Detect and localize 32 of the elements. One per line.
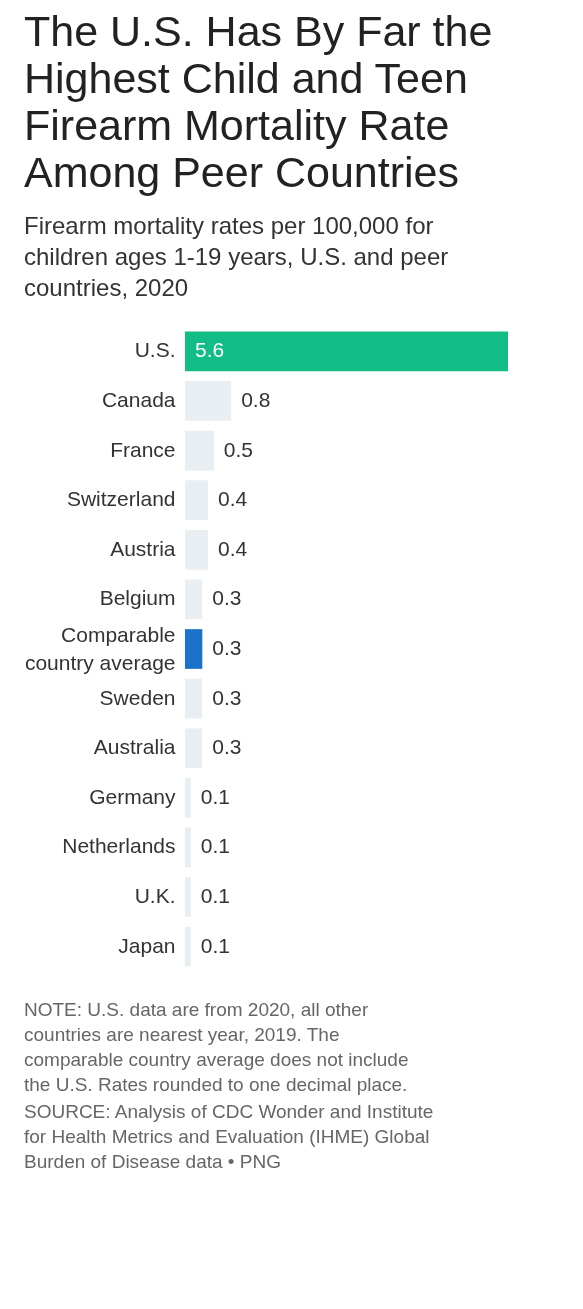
data-label: 0.5 [223, 437, 254, 461]
data-label: 0.4 [218, 536, 248, 560]
y-tick-label: France [110, 437, 176, 461]
source-note: SOURCE: Analysis of CDC Wonder and Institute for Health Metrics and Evaluation (IHME) Global Burden of Disease data • PNG [24, 1100, 434, 1174]
data-label: 0.1 [200, 784, 230, 808]
data-label: 0.3 [212, 685, 242, 709]
text: NOTE: U.S. data are from 2020, all other countries are nearest year, 2019. The comparable country average does not include the U.S. Rates rounded to one decimal place. [24, 998, 410, 1097]
bar [185, 629, 203, 669]
data-label: 0.4 [218, 487, 248, 511]
y-tick-label: Belgium [99, 586, 176, 610]
chart-subtitle: Firearm mortality rates per 100,000 for children ages 1-19 years, U.S. and peer countries, 2020 [24, 211, 450, 303]
y-tick-label: Canada [101, 387, 176, 411]
data-label: 0.1 [200, 933, 230, 957]
y-tick-label: Japan [118, 933, 176, 957]
y-tick-label: Sweden [99, 685, 176, 709]
data-label: 0.3 [212, 735, 242, 759]
y-tick-label: Switzerland [66, 487, 176, 511]
y-tick-label: U.K. [134, 884, 176, 908]
y-tick-label: Germany [89, 784, 176, 808]
y-tick-label: U.S. [134, 338, 176, 362]
data-label: 0.1 [200, 884, 230, 908]
y-tick-label: Australia [93, 735, 176, 759]
data-label: 0.8 [241, 387, 271, 411]
data-label: 0.1 [200, 834, 230, 858]
y-tick-label: Comparable country average [24, 623, 176, 674]
data-label: 0.3 [212, 636, 242, 659]
bar [185, 331, 508, 372]
chart-title: The U.S. Has By Far the Highest Child and Teen Firearm Mortality Rate Among Peer Countries [24, 7, 494, 196]
y-tick-label: Netherlands [62, 834, 176, 858]
data-label: 0.3 [212, 586, 242, 610]
data-label: 5.6 [195, 338, 225, 362]
y-tick-label: Austria [110, 536, 176, 560]
